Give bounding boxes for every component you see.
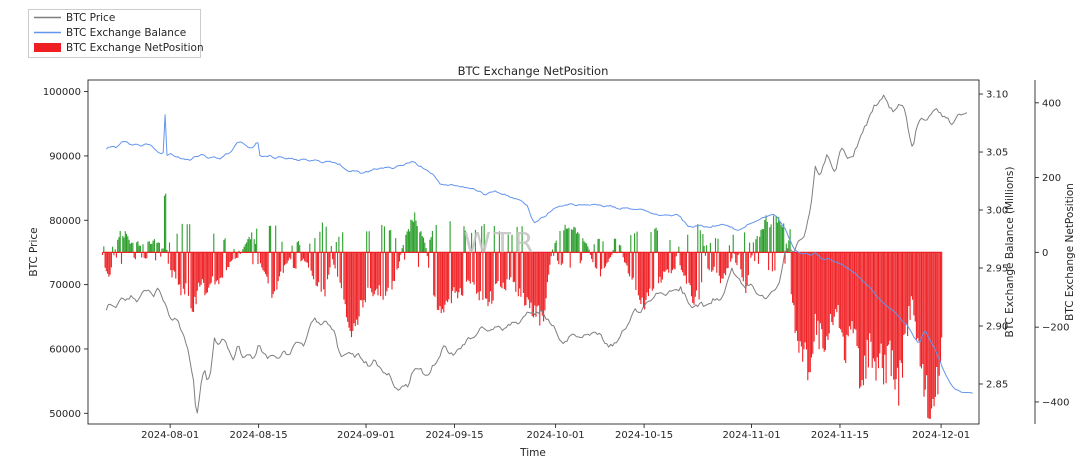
plot-border bbox=[87, 79, 980, 425]
x-axis-label: Time bbox=[519, 447, 546, 459]
tick-label: 2.90 bbox=[986, 321, 1008, 332]
legend-label-balance: BTC Exchange Balance bbox=[66, 27, 186, 39]
y-right-balance-axis-label: BTC Exchange Balance (Millions) bbox=[1004, 167, 1016, 338]
y-left-axis-label: BTC Price bbox=[28, 227, 40, 276]
tick-label: −200 bbox=[1042, 323, 1069, 334]
tick-label: 0 bbox=[1042, 248, 1048, 259]
netposition-bars bbox=[101, 193, 943, 419]
tick-label: 2024-10-01 bbox=[527, 430, 585, 441]
tick-label: 3.05 bbox=[986, 148, 1008, 159]
tick-label: 50000 bbox=[49, 409, 81, 420]
tick-label: 3.00 bbox=[986, 206, 1008, 217]
netposition-positive-bars bbox=[103, 193, 791, 253]
tick-label: 200 bbox=[1042, 173, 1061, 184]
legend: BTC Price BTC Exchange Balance BTC Excha… bbox=[28, 9, 204, 58]
chart-title: BTC Exchange NetPosition bbox=[458, 64, 609, 78]
tick-label: 2024-10-15 bbox=[615, 430, 673, 441]
legend-swatch-netposition-patch bbox=[34, 43, 61, 52]
tick-label: 2024-08-15 bbox=[230, 430, 288, 441]
tick-label: 3.10 bbox=[986, 90, 1008, 101]
y-right-netposition-axis-label: BTC Exchange NetPosition bbox=[1064, 183, 1076, 321]
tick-label: 100000 bbox=[43, 87, 81, 98]
legend-label-netposition: BTC Exchange NetPosition bbox=[66, 42, 204, 54]
tick-label: 2024-12-01 bbox=[912, 430, 970, 441]
tick-label: 2.95 bbox=[986, 264, 1008, 275]
tick-label: 60000 bbox=[49, 344, 81, 355]
tick-label: 2024-08-01 bbox=[141, 430, 199, 441]
exchange-balance-line bbox=[105, 114, 973, 394]
tick-label: 2024-09-15 bbox=[425, 430, 483, 441]
tick-label: 2.85 bbox=[986, 379, 1008, 390]
series-lines bbox=[105, 94, 973, 414]
btc-price-line bbox=[105, 94, 968, 414]
tick-label: 2024-09-01 bbox=[337, 430, 395, 441]
tick-label: 80000 bbox=[49, 216, 81, 227]
tick-label: 2024-11-15 bbox=[811, 430, 869, 441]
watermark-text: WTR bbox=[463, 226, 536, 259]
tick-label: 70000 bbox=[49, 280, 81, 291]
tick-label: −400 bbox=[1042, 397, 1069, 408]
tick-labels: 2024-08-01 2024-08-15 2024-09-01 2024-09-15… bbox=[43, 87, 1070, 441]
tick-label: 2024-11-01 bbox=[722, 430, 780, 441]
tick-label: 400 bbox=[1042, 98, 1061, 109]
tick-label: 90000 bbox=[49, 151, 81, 162]
netposition-negative-bars bbox=[101, 252, 943, 419]
legend-label-price: BTC Price bbox=[66, 12, 115, 24]
